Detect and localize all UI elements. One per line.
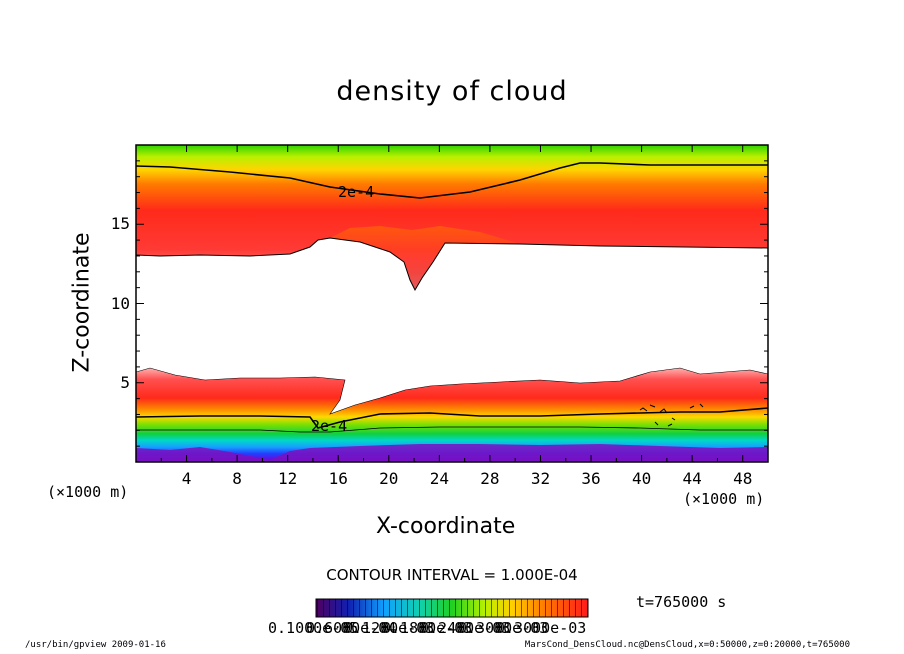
x-axis-label: X-coordinate — [376, 514, 516, 539]
contour-interval: CONTOUR INTERVAL = 1.000E-04 — [326, 566, 578, 584]
x-tick-label: 12 — [278, 469, 298, 488]
upper-contour-line — [136, 162, 768, 199]
colorbar-tick-label: 0.1000e-05 — [268, 619, 359, 637]
x-tick-label: 20 — [379, 469, 399, 488]
colorbar-tick-label: 0.1200e-03 — [344, 619, 435, 637]
footer-left: /usr/bin/gpview 2009-01-16 — [25, 640, 166, 650]
x-tick-label: 48 — [733, 469, 753, 488]
plot-axes — [135, 144, 769, 463]
upper-cloud-band — [136, 145, 768, 290]
contour-speckles — [639, 403, 704, 427]
y-tick-label: 10 — [110, 293, 130, 313]
x-tick-label: 8 — [232, 469, 242, 488]
upper-band-edge — [136, 237, 768, 292]
x-tick-label: 28 — [480, 469, 500, 488]
x-tick-label: 44 — [682, 469, 702, 488]
x-tick-label: 36 — [581, 469, 601, 488]
colorbar-tick-label: 0.6000e-04 — [306, 619, 397, 637]
lower-band-bottom — [136, 444, 768, 462]
footer-right: MarsCond_DensCloud.nc@DensCloud,x=0:5000… — [524, 640, 850, 650]
x-tick-label: 4 — [181, 469, 192, 488]
colorbar-tick-label: 0.1800e-03 — [382, 619, 473, 637]
lower-band-top-edge — [136, 367, 768, 415]
colorbar-grid — [316, 599, 588, 617]
x-tick-label: 40 — [631, 469, 652, 488]
colorbar-tick-label: 0.3000e-03 — [458, 619, 549, 637]
colorbar-tick-label: 0.2400e-03 — [420, 619, 511, 637]
colorbar-tick-label: 0.3000e-03 — [496, 619, 587, 637]
y-tick-label: 5 — [120, 372, 130, 392]
time-label: t=765000 s — [636, 593, 727, 611]
contour-label-lower: 2e-4 — [311, 417, 348, 435]
x-tick-label: 24 — [429, 469, 449, 488]
x-tick-label: 32 — [530, 469, 551, 488]
x-unit-label: (×1000 m) — [683, 490, 765, 508]
x-tick-label: 16 — [328, 469, 348, 488]
y-unit-label: (×1000 m) — [47, 483, 129, 501]
y-tick-label: 15 — [110, 214, 130, 234]
lower-contour-line-2 — [136, 426, 768, 433]
chart-title: density of cloud — [336, 76, 568, 107]
upper-band-dip — [330, 226, 520, 290]
contour-label-upper: 2e-4 — [338, 183, 375, 201]
